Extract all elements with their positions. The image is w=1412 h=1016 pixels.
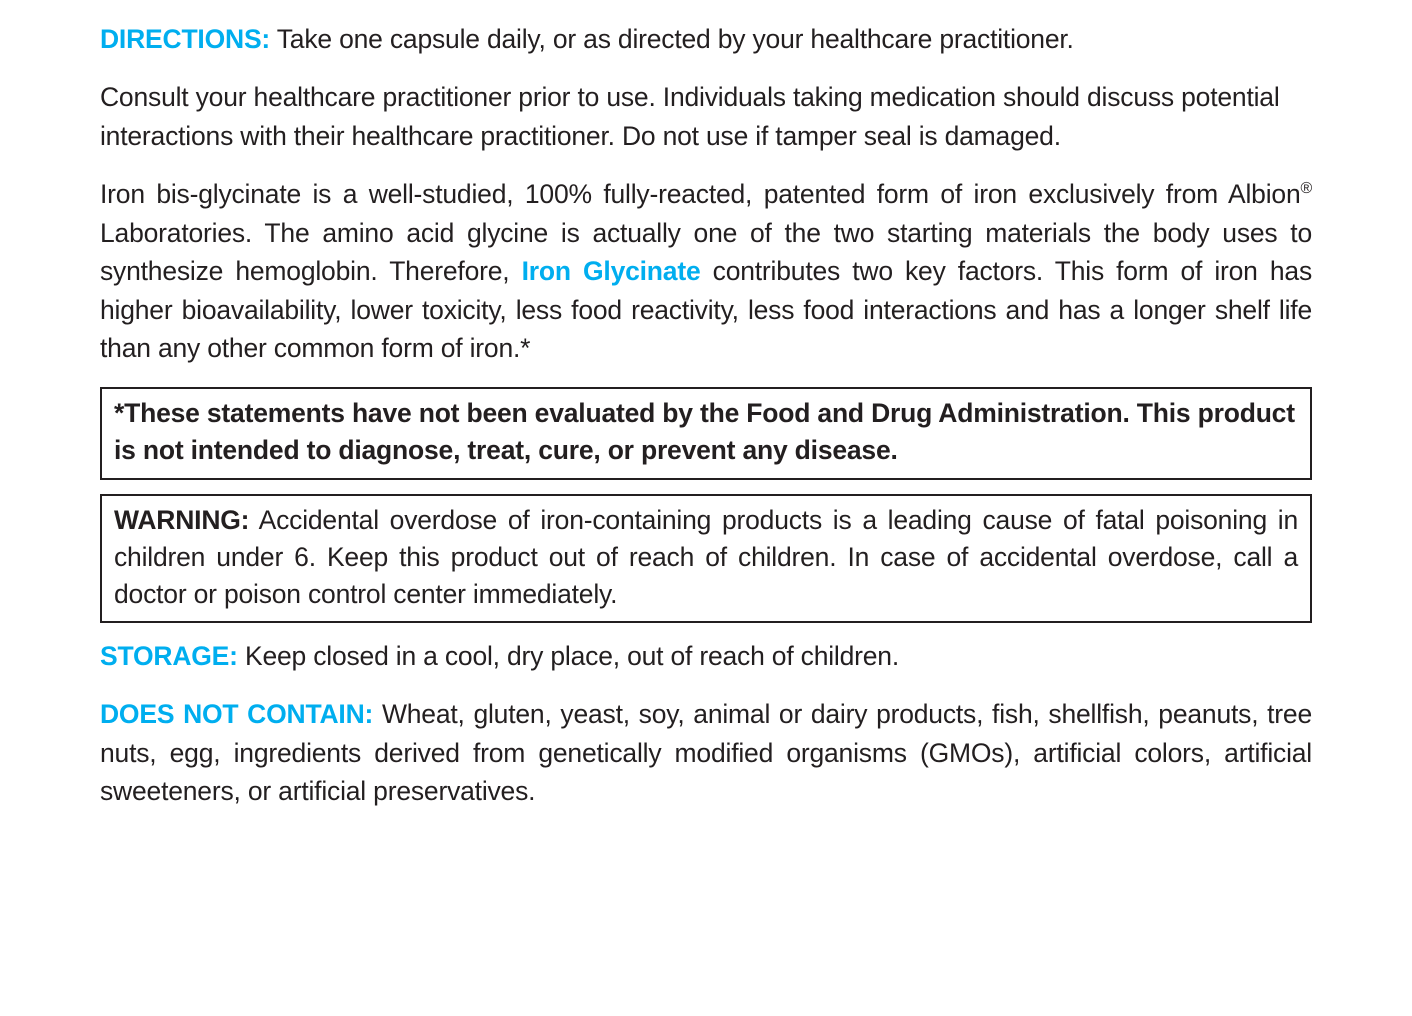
warning-box: WARNING: Accidental overdose of iron-con… <box>100 494 1312 623</box>
storage-paragraph: STORAGE: Keep closed in a cool, dry plac… <box>100 637 1312 675</box>
fda-disclaimer-text: *These statements have not been evaluate… <box>114 398 1295 465</box>
directions-label: DIRECTIONS: <box>100 24 270 54</box>
description-text-before: Iron bis-glycinate is a well-studied, 10… <box>100 179 1300 209</box>
warning-label: WARNING: <box>114 505 249 535</box>
registered-mark: ® <box>1300 180 1312 197</box>
iron-glycinate-highlight: Iron Glycinate <box>522 256 701 286</box>
directions-paragraph: DIRECTIONS: Take one capsule daily, or a… <box>100 20 1312 58</box>
fda-disclaimer-box: *These statements have not been evaluate… <box>100 387 1312 479</box>
warning-text: Accidental overdose of iron-containing p… <box>114 505 1298 609</box>
consult-paragraph: Consult your healthcare practitioner pri… <box>100 78 1312 155</box>
storage-label: STORAGE: <box>100 641 238 671</box>
description-paragraph: Iron bis-glycinate is a well-studied, 10… <box>100 175 1312 367</box>
does-not-contain-paragraph: DOES NOT CONTAIN: Wheat, gluten, yeast, … <box>100 695 1312 810</box>
supplement-label-panel: DIRECTIONS: Take one capsule daily, or a… <box>0 0 1412 851</box>
storage-text: Keep closed in a cool, dry place, out of… <box>245 641 899 671</box>
does-not-contain-label: DOES NOT CONTAIN: <box>100 699 373 729</box>
directions-text: Take one capsule daily, or as directed b… <box>277 24 1074 54</box>
consult-text: Consult your healthcare practitioner pri… <box>100 82 1280 150</box>
